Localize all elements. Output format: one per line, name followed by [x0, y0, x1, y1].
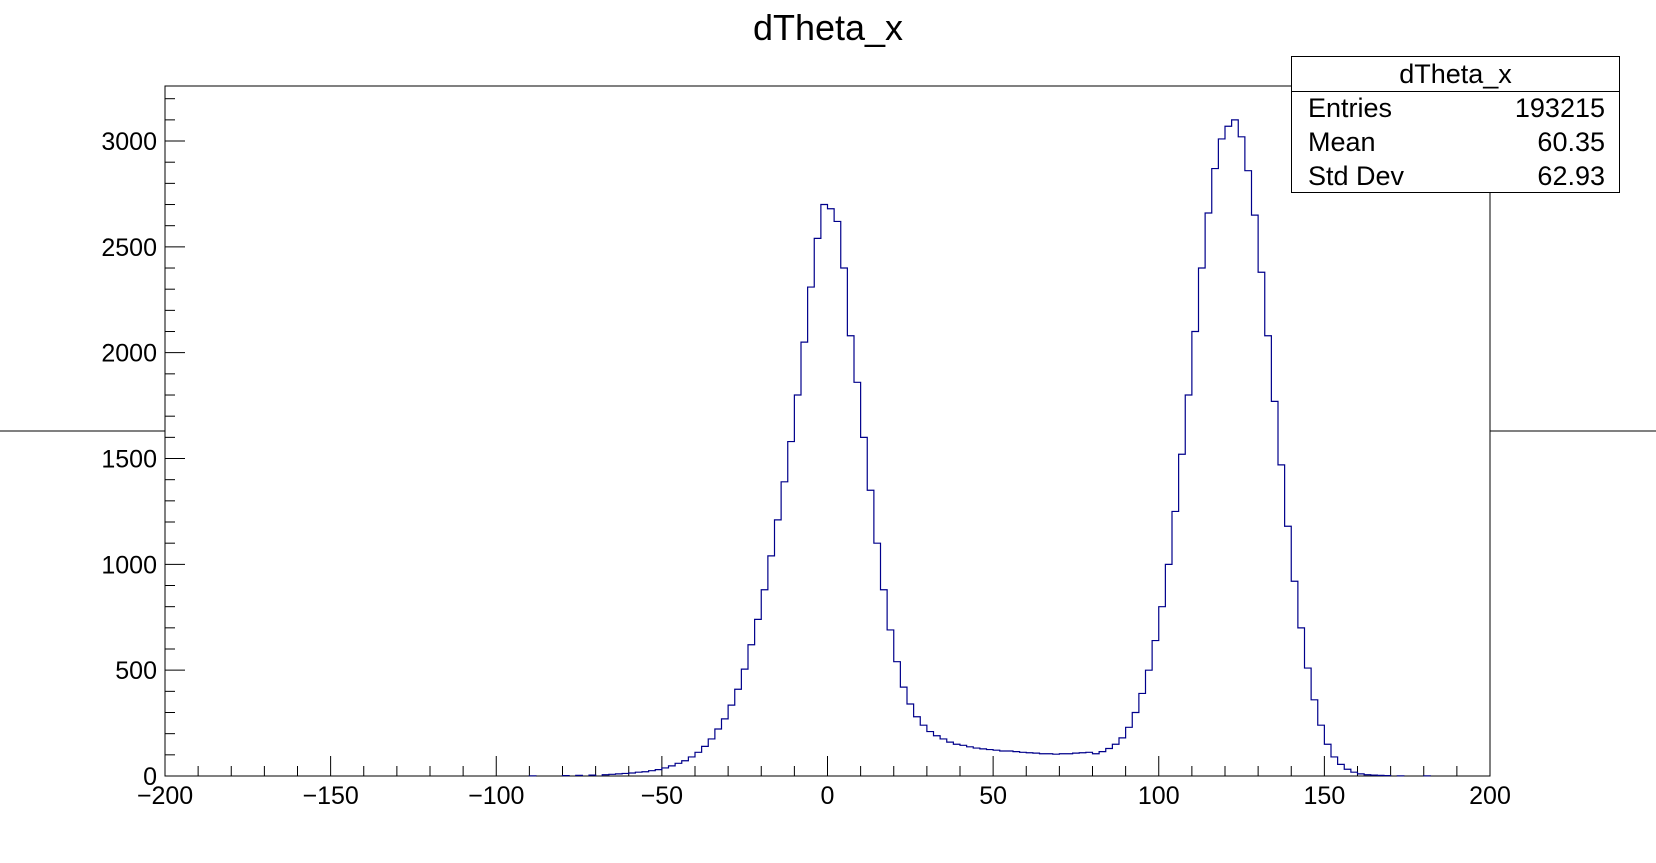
x-tick-label: 0	[821, 782, 835, 810]
x-tick-label: 200	[1469, 782, 1511, 810]
stats-stddev-value: 62.93	[1537, 161, 1605, 191]
stats-entries-label: Entries	[1308, 93, 1393, 123]
x-tick-label: −100	[468, 782, 524, 810]
y-tick-label: 500	[115, 657, 157, 685]
stats-row-entries: Entries 193215	[1308, 91, 1605, 125]
x-tick-label: 50	[979, 782, 1007, 810]
y-tick-label: 1500	[101, 446, 157, 474]
stats-box: dTheta_x Entries 193215 Mean 60.35 Std D…	[1291, 56, 1620, 193]
x-tick-label: −150	[302, 782, 358, 810]
y-tick-label: 2000	[101, 340, 157, 368]
stats-row-mean: Mean 60.35	[1308, 125, 1605, 159]
x-tick-label: 100	[1138, 782, 1180, 810]
stats-row-stddev: Std Dev 62.93	[1308, 159, 1605, 193]
y-axis: 0 500 1000 1500 2000 2500 3000	[101, 98, 185, 791]
histogram-line	[528, 119, 1431, 777]
chart-title: dTheta_x	[753, 7, 903, 48]
x-axis: −200 −150 −100 −50 0 50 100 150 200	[137, 756, 1511, 810]
y-tick-label: 0	[143, 763, 157, 791]
x-tick-label: −50	[641, 782, 683, 810]
x-tick-label: 150	[1304, 782, 1346, 810]
y-tick-label: 1000	[101, 551, 157, 579]
stats-mean-value: 60.35	[1537, 127, 1605, 157]
stats-title: dTheta_x	[1292, 57, 1619, 92]
y-tick-label: 3000	[101, 128, 157, 156]
stats-stddev-label: Std Dev	[1308, 161, 1405, 191]
x-tick-label: −200	[137, 782, 193, 810]
stats-entries-value: 193215	[1514, 93, 1605, 123]
stats-mean-label: Mean	[1308, 127, 1376, 157]
y-tick-label: 2500	[101, 234, 157, 262]
